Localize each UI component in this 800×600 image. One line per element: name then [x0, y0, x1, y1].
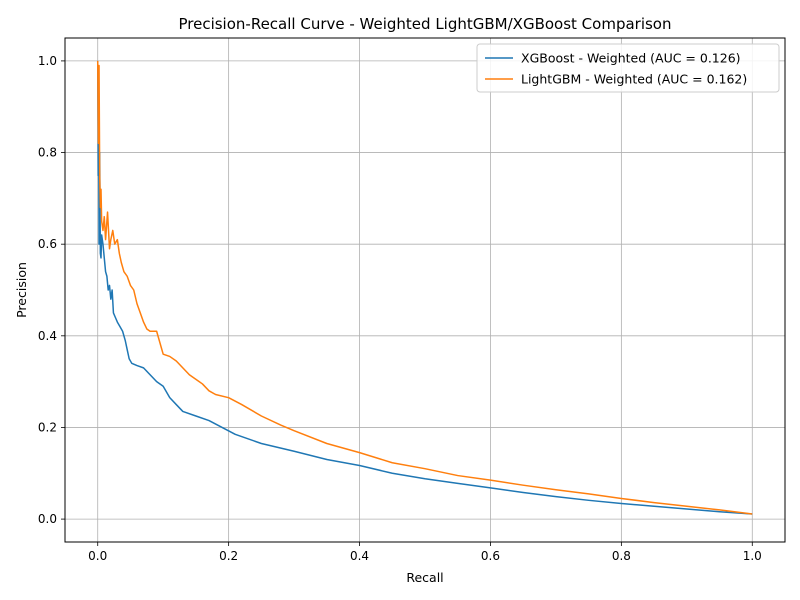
x-tick-label: 0.8: [612, 549, 631, 563]
y-tick-label: 0.4: [38, 329, 57, 343]
chart-title: Precision-Recall Curve - Weighted LightG…: [178, 15, 671, 33]
series-line-xgboost: [96, 60, 753, 515]
y-axis-label: Precision: [14, 262, 29, 318]
legend-entry: LightGBM - Weighted (AUC = 0.162): [521, 72, 747, 87]
series-group: [96, 60, 753, 515]
axes-frame: [64, 37, 786, 543]
y-tick-label: 0.6: [38, 237, 57, 251]
x-axis-label: Recall: [406, 570, 443, 585]
x-axis-ticks: 0.0 0.2 0.4 0.6 0.8 1.0: [88, 542, 762, 563]
legend-box: [476, 43, 780, 93]
x-tick-label: 0.0: [88, 549, 107, 563]
x-tick-label: 0.6: [481, 549, 500, 563]
y-tick-label: 0.0: [38, 512, 57, 526]
grid: [65, 38, 785, 542]
legend-entry: XGBoost - Weighted (AUC = 0.126): [521, 51, 741, 66]
y-tick-label: 0.8: [38, 146, 57, 160]
y-tick-label: 1.0: [38, 54, 57, 68]
legend: XGBoost - Weighted (AUC = 0.126) LightGBM…: [476, 43, 780, 93]
x-tick-label: 1.0: [743, 549, 762, 563]
series-line-lightgbm: [96, 60, 753, 515]
y-axis-ticks: 0.0 0.2 0.4 0.6 0.8 1.0: [38, 54, 65, 526]
x-tick-label: 0.4: [350, 549, 369, 563]
x-tick-label: 0.2: [219, 549, 238, 563]
y-tick-label: 0.2: [38, 420, 57, 434]
